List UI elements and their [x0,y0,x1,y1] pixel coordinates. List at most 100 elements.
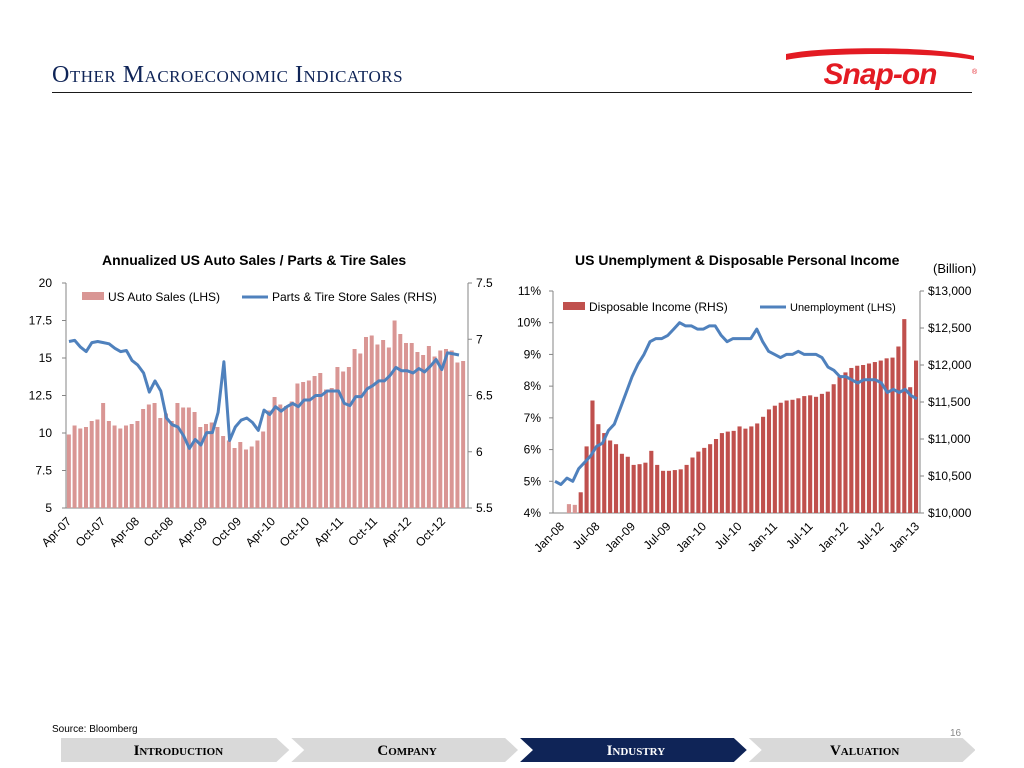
bar [596,424,601,513]
bar [72,425,77,508]
bar [878,360,883,513]
page-title: Other Macroeconomic Indicators [52,62,404,88]
bar [672,470,677,513]
bar [186,407,191,508]
y-tick-label-right: 7.5 [476,276,493,290]
bar [784,400,789,513]
bar [152,403,157,508]
x-tick-label: Oct-09 [209,514,245,550]
bar [619,453,624,513]
bar [244,449,248,508]
y-tick-label-left: 17.5 [29,314,53,328]
bar [164,413,168,508]
x-tick-label: Oct-11 [345,514,380,549]
bar [238,442,243,508]
unemployment-income-chart: US Unemplyment & Disposable Personal Inc… [505,238,1010,568]
unemployment-income-chart-canvas: 4% 5% 6% 7% 8% 9% 10% 11% $10,000 $10,500 $11,000 $… [517,284,972,555]
bar [444,349,448,508]
bar [78,428,83,508]
y-tick-label-left: 7.5 [35,464,52,478]
auto-sales-chart-canvas: 57.51012.51517.5205.566.577.5Apr-07Oct-0… [29,276,493,550]
svg-text:®: ® [972,68,978,76]
auto-sales-chart: Annualized US Auto Sales / Parts & Tire … [22,238,502,558]
bar [602,433,607,513]
bar [455,362,460,508]
bar [731,430,736,513]
y-tick-label-right: 6.5 [476,389,493,403]
x-tick-label: Jan-12 [815,519,851,555]
legend-label: Disposable Income (RHS) [589,300,728,314]
bar [415,352,420,508]
y-tick-label-right: $10,000 [928,506,972,520]
bar [772,405,777,513]
bar [796,398,801,513]
bar [169,421,174,508]
bar [392,320,397,508]
bar [702,447,707,513]
bar [312,376,317,508]
bar [637,464,642,513]
bar [855,365,860,513]
source-note: Source: Bloomberg [52,724,138,735]
y-tick-label-left: 6% [524,443,542,457]
nav-tab-company[interactable]: Company [377,743,437,759]
x-tick-label: Apr-08 [107,514,143,550]
bar [232,448,237,508]
bar [89,421,94,508]
bar [369,335,374,508]
bar [266,410,271,508]
bar [861,365,866,513]
bar [584,446,589,513]
bar [198,427,203,508]
bar [708,444,713,513]
bar [461,361,466,508]
chart-title: Annualized US Auto Sales / Parts & Tire … [102,252,407,268]
bar [101,403,106,508]
nav-arrow-company [286,736,521,764]
bar [843,372,848,513]
bar [341,371,346,508]
bar [255,440,260,508]
y-tick-label-left: 10% [517,316,541,330]
bar [181,407,186,508]
bar [386,347,391,508]
nav-tab-valuation[interactable]: Valuation [829,743,900,759]
nav-tab-industry[interactable]: Industry [606,743,666,759]
bar [375,344,380,508]
x-tick-label: Apr-11 [311,514,346,549]
x-tick-label: Oct-08 [141,514,177,550]
y-tick-label-right: 5.5 [476,501,493,515]
legend-label: Parts & Tire Store Sales (RHS) [272,290,437,304]
y-tick-label-right: 6 [476,445,483,459]
bar [226,440,231,508]
y-tick-label-left: 5% [524,474,542,488]
y-tick-label-left: 9% [524,347,542,361]
bar [766,409,772,513]
bar [358,353,363,508]
bar [625,456,630,513]
bar [398,334,403,508]
bar [872,362,877,513]
y-tick-label-left: 20 [39,276,53,290]
nav-tab-introduction[interactable]: Introduction [133,743,224,759]
x-tick-label: Oct-12 [413,514,449,550]
y-tick-label-left: 11% [518,284,541,298]
x-tick-label: Jan-08 [531,519,567,555]
bar [684,464,689,513]
nav-arrow-valuation [743,736,975,764]
y-tick-label-right: $12,500 [928,321,972,335]
nav-arrow-industry [514,736,750,764]
bar [306,380,311,508]
bar [808,395,813,513]
bar [866,363,872,513]
bar [381,340,386,508]
bar [896,346,901,513]
legend-swatch-bar [82,292,104,300]
bar [790,399,795,513]
bar [329,388,334,508]
bar [118,428,123,508]
x-tick-label: Apr-10 [243,514,279,550]
bar [825,391,830,513]
y-tick-label-right: $13,000 [928,284,972,298]
legend-label: Unemployment (LHS) [790,302,896,314]
